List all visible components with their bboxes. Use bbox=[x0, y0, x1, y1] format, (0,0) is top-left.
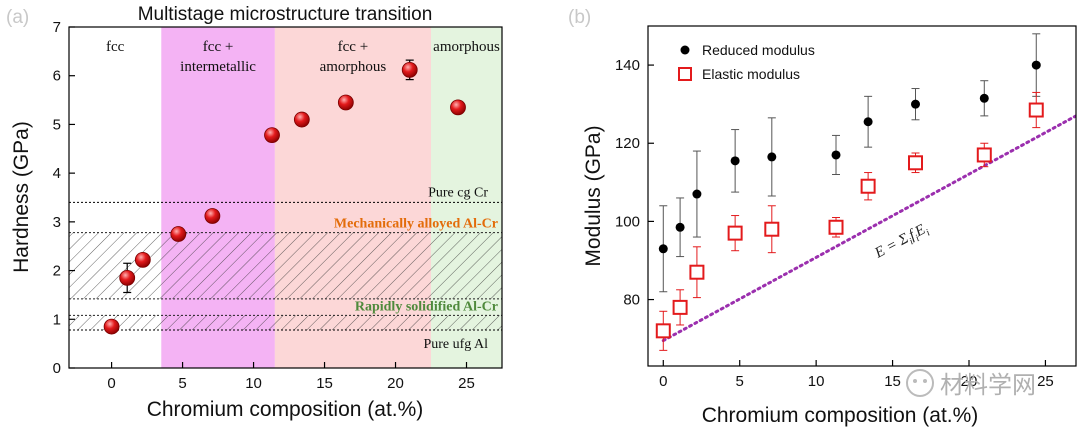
region-band bbox=[431, 27, 502, 368]
data-point-elastic bbox=[976, 147, 992, 163]
data-point bbox=[119, 269, 136, 286]
data-point bbox=[103, 318, 120, 335]
data-point-reduced bbox=[692, 189, 702, 199]
panel-a: 0 5 10 15 20 25 0 1 2 3 4 5 6 7 fcc fcc + intermetallic… bbox=[6, 4, 503, 421]
region-label: fcc + bbox=[338, 39, 369, 55]
data-point-reduced bbox=[863, 117, 873, 127]
y-axis-label-a: Hardness (GPa) bbox=[10, 121, 33, 273]
data-point-reduced bbox=[675, 222, 685, 232]
x-tick-label: 20 bbox=[961, 373, 978, 390]
data-point-reduced bbox=[1031, 60, 1041, 70]
y-axis-label-b: Modulus (GPa) bbox=[582, 125, 605, 266]
data-point bbox=[204, 208, 221, 224]
trend-line bbox=[661, 114, 1076, 343]
data-point bbox=[170, 226, 187, 242]
y-tick-label: 80 bbox=[623, 292, 640, 309]
data-point bbox=[450, 99, 466, 116]
legend-marker-elastic bbox=[678, 67, 692, 81]
region-label: fcc bbox=[106, 39, 125, 55]
data-point-elastic bbox=[727, 225, 743, 241]
x-axis-label-b: Chromium composition (at.%) bbox=[702, 404, 979, 427]
data-point bbox=[337, 94, 354, 111]
x-tick-label: 0 bbox=[107, 375, 115, 392]
data-point-reduced bbox=[658, 244, 668, 254]
x-tick-label: 10 bbox=[808, 373, 825, 390]
panel-b: 0 5 10 15 20 25 80 100 120 140 Reduced modulus Ela… bbox=[568, 7, 1077, 427]
data-point-reduced bbox=[831, 150, 841, 160]
y-tick-label: 6 bbox=[53, 68, 61, 85]
hatched-band bbox=[69, 232, 502, 299]
reference-line-label: Pure cg Cr bbox=[428, 185, 488, 200]
data-point-reduced bbox=[911, 99, 920, 109]
y-tick-label: 140 bbox=[615, 57, 640, 74]
x-tick-label: 20 bbox=[387, 375, 404, 392]
region-label: amorphous bbox=[433, 39, 500, 55]
chart-title-a: Multistage microstructure transition bbox=[138, 4, 433, 25]
x-tick-label: 0 bbox=[659, 373, 667, 390]
legend-label: Reduced modulus bbox=[702, 42, 815, 58]
data-point bbox=[293, 111, 310, 128]
data-point-elastic bbox=[828, 219, 844, 235]
data-point-elastic bbox=[764, 221, 780, 237]
y-tick-label: 5 bbox=[53, 116, 61, 133]
band-label: Mechanically alloyed Al-Cr bbox=[334, 217, 498, 232]
data-point bbox=[264, 127, 280, 144]
region-band bbox=[274, 27, 432, 368]
data-point-elastic bbox=[689, 264, 705, 280]
plot-frame-b bbox=[647, 25, 1077, 367]
y-tick-label: 4 bbox=[53, 165, 61, 182]
trend-line-label: E = ΣifiEi bbox=[871, 220, 932, 264]
plot-frame-a bbox=[68, 26, 503, 369]
region-label: amorphous bbox=[320, 59, 387, 75]
panel-label-b: (b) bbox=[568, 7, 591, 28]
watermark-text: 材料学网 bbox=[940, 372, 1036, 399]
x-axis-label-a: Chromium composition (at.%) bbox=[147, 398, 424, 421]
legend: Reduced modulus Elastic modulus bbox=[678, 42, 815, 82]
data-point-reduced bbox=[730, 156, 740, 166]
reference-line-label: Pure ufg Al bbox=[423, 337, 488, 352]
x-tick-label: 25 bbox=[1037, 373, 1054, 390]
y-tick-label: 1 bbox=[53, 311, 61, 328]
y-tick-label: 100 bbox=[615, 213, 640, 230]
region-band bbox=[161, 27, 275, 368]
y-tick-label: 7 bbox=[53, 19, 61, 36]
region-label: fcc + bbox=[203, 39, 234, 55]
band-label: Rapidly solidified Al-Cr bbox=[355, 299, 498, 314]
data-point-reduced bbox=[767, 152, 777, 162]
region-label: intermetallic bbox=[180, 59, 256, 75]
legend-label: Elastic modulus bbox=[702, 66, 800, 82]
x-tick-label: 5 bbox=[736, 373, 744, 390]
data-point-elastic bbox=[672, 299, 688, 315]
y-tick-label: 2 bbox=[53, 263, 61, 280]
data-point bbox=[401, 61, 418, 78]
watermark: 材料学网 bbox=[906, 369, 1036, 399]
x-tick-label: 25 bbox=[458, 375, 475, 392]
y-tick-label: 3 bbox=[53, 214, 61, 231]
y-tick-label: 120 bbox=[615, 135, 640, 152]
panel-label-a: (a) bbox=[6, 7, 29, 28]
data-point-reduced bbox=[979, 93, 989, 103]
data-point bbox=[134, 251, 151, 268]
y-tick-label: 0 bbox=[53, 360, 61, 377]
legend-marker-reduced bbox=[680, 45, 690, 55]
x-tick-label: 15 bbox=[884, 373, 901, 390]
data-point-elastic bbox=[908, 155, 923, 171]
hatched-band bbox=[69, 315, 502, 331]
x-tick-label: 15 bbox=[316, 375, 333, 392]
x-tick-label: 5 bbox=[178, 375, 186, 392]
data-point-elastic bbox=[1028, 102, 1044, 118]
data-point-elastic bbox=[860, 178, 876, 194]
x-tick-label: 10 bbox=[245, 375, 262, 392]
data-point-elastic bbox=[655, 323, 671, 339]
